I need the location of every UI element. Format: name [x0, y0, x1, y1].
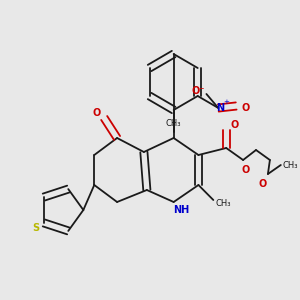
Text: O: O: [92, 108, 100, 118]
Text: O: O: [230, 120, 238, 130]
Text: O: O: [242, 103, 250, 113]
Text: O: O: [242, 165, 250, 175]
Text: O⁻: O⁻: [192, 86, 205, 96]
Text: O: O: [259, 179, 267, 189]
Text: +: +: [223, 99, 229, 105]
Text: NH: NH: [173, 205, 190, 215]
Text: CH₃: CH₃: [166, 119, 182, 128]
Text: S: S: [32, 223, 40, 233]
Text: N: N: [216, 103, 224, 113]
Text: CH₃: CH₃: [215, 199, 231, 208]
Text: CH₃: CH₃: [283, 160, 298, 169]
